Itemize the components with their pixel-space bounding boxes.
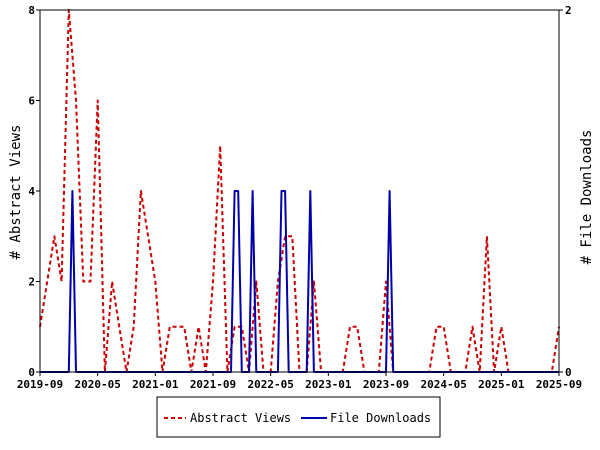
y-axis-right-title: # File Downloads [579,130,595,265]
y-right-tick-label: 0 [565,366,572,379]
x-tick-label: 2022-05 [247,378,293,391]
x-tick-label: 2023-01 [305,378,352,391]
x-tick-label: 2021-01 [132,378,179,391]
y-left-tick-label: 2 [28,276,35,289]
x-tick-label: 2025-09 [536,378,582,391]
y-right-tick-label: 2 [565,4,572,17]
x-tick-label: 2021-09 [190,378,236,391]
x-tick-label: 2025-01 [478,378,525,391]
x-tick-label: 2019-09 [17,378,63,391]
legend-box [156,396,441,438]
plot-area [40,10,559,372]
legend-label-abstract-views: Abstract Views [190,411,291,425]
y-left-tick-label: 6 [28,95,35,108]
ticks-layer: 2019-09 2020-05 2021-01 2021-09 2022-05 2023-… [17,4,582,391]
legend-label-file-downloads: File Downloads [330,411,431,425]
x-tick-label: 2020-05 [74,378,120,391]
legend: Abstract Views File Downloads [156,396,441,438]
y-left-tick-label: 0 [28,366,35,379]
y-axis-left-title: # Abstract Views [8,125,24,260]
x-tick-label: 2023-09 [363,378,409,391]
y-left-tick-label: 4 [28,185,35,198]
y-left-tick-label: 8 [28,4,35,17]
x-tick-label: 2024-05 [420,378,466,391]
